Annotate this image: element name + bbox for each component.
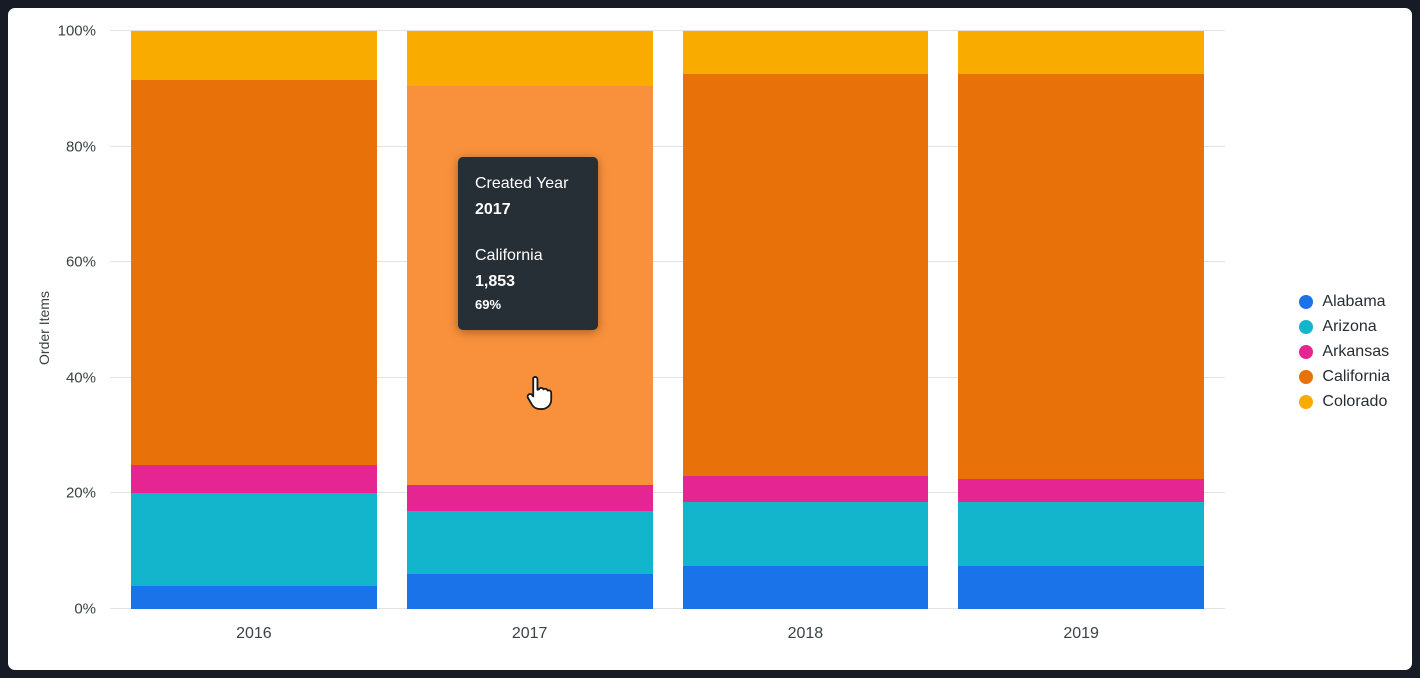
- legend-swatch-alabama: [1299, 295, 1314, 309]
- stacked-bar-2019: [958, 31, 1204, 609]
- legend-swatch-california: [1299, 370, 1314, 384]
- bar-segment-arizona-2018[interactable]: [682, 502, 929, 566]
- plot-area: 2016 2017 2018 2019 Created Year 2017 Calif…: [58, 23, 1225, 642]
- bars-row: 2016 2017 2018 2019: [110, 31, 1225, 642]
- legend-label: Alabama: [1322, 293, 1386, 310]
- legend-swatch-arizona: [1299, 320, 1314, 334]
- legend-swatch-colorado: [1299, 395, 1314, 409]
- stacked-bar-2018: [682, 31, 929, 609]
- gridline: [110, 30, 1225, 31]
- y-axis-tick-label: 40%: [65, 369, 96, 387]
- tooltip-value: 1,853: [475, 273, 516, 290]
- stacked-bar-2016: [131, 31, 377, 609]
- bar-segment-arkansas-2017[interactable]: [406, 484, 653, 511]
- cursor-icon: [523, 375, 555, 416]
- gridline: [110, 376, 1225, 378]
- gridline: [110, 492, 1225, 494]
- x-axis-label-2017: 2017: [511, 625, 548, 642]
- bar-segment-arkansas-2016[interactable]: [131, 464, 377, 494]
- gridline: [110, 145, 1225, 147]
- bar-segment-arkansas-2019[interactable]: [958, 478, 1204, 503]
- x-axis-label-2019: 2019: [1063, 625, 1099, 642]
- x-axis-label-2016: 2016: [236, 625, 272, 642]
- bar-segment-california-2016[interactable]: [131, 80, 377, 465]
- bar-segment-california-2019[interactable]: [958, 74, 1204, 479]
- legend-item-arkansas[interactable]: Arkansas: [1299, 343, 1390, 361]
- legend-label: Arizona: [1322, 318, 1377, 335]
- y-axis-tick-label: 60%: [65, 253, 96, 271]
- tooltip-percent: 69%: [475, 297, 502, 312]
- legend-item-arizona[interactable]: Arizona: [1299, 318, 1390, 336]
- y-axis-tick-label: 0%: [74, 600, 96, 618]
- y-axis-title: Order Items: [36, 291, 52, 365]
- bar-column-2019: 2019: [958, 31, 1204, 642]
- legend: Alabama Arizona Arkansas California Colorado: [1299, 293, 1390, 411]
- y-axis-tick-label: 100%: [57, 22, 96, 40]
- bar-segment-colorado-2019[interactable]: [958, 31, 1204, 75]
- y-axis-tick-label: 80%: [65, 138, 96, 156]
- x-axis-label-2018: 2018: [787, 625, 824, 642]
- tooltip-series-label: California: [475, 247, 543, 264]
- bar-segment-arkansas-2018[interactable]: [682, 476, 929, 503]
- legend-item-california[interactable]: California: [1299, 368, 1390, 386]
- bar-segment-california-2018[interactable]: [682, 74, 929, 477]
- bar-segment-arizona-2019[interactable]: [958, 502, 1204, 566]
- bar-segment-arizona-2017[interactable]: [406, 510, 653, 575]
- tooltip-spacer: [475, 219, 581, 247]
- legend-label: Arkansas: [1322, 343, 1390, 360]
- tooltip-dimension-label: Created Year: [475, 175, 569, 192]
- y-axis-tick-label: 20%: [65, 484, 96, 502]
- bar-segment-alabama-2019[interactable]: [958, 565, 1204, 609]
- bar-segment-arizona-2016[interactable]: [131, 493, 377, 586]
- bar-segment-alabama-2018[interactable]: [682, 565, 929, 609]
- chart-panel: Order Items 2016 2017 2018 2019 Created Yea…: [8, 8, 1412, 670]
- gridline: [110, 608, 1225, 609]
- bar-segment-alabama-2017[interactable]: [406, 574, 653, 609]
- tooltip-dimension-value: 2017: [475, 201, 511, 218]
- bar-segment-colorado-2016[interactable]: [131, 31, 377, 81]
- legend-item-colorado[interactable]: Colorado: [1299, 393, 1390, 411]
- legend-swatch-arkansas: [1299, 345, 1314, 359]
- legend-label: California: [1322, 368, 1390, 385]
- bar-column-2016: 2016: [131, 31, 377, 642]
- bar-segment-colorado-2017[interactable]: [406, 31, 653, 86]
- legend-label: Colorado: [1322, 393, 1388, 410]
- legend-item-alabama[interactable]: Alabama: [1299, 293, 1390, 311]
- bar-segment-alabama-2016[interactable]: [131, 585, 377, 609]
- bar-column-2018: 2018: [682, 31, 929, 642]
- bar-segment-colorado-2018[interactable]: [682, 31, 929, 75]
- gridline: [110, 261, 1225, 263]
- tooltip: Created Year 2017 California 1,853 69%: [458, 157, 598, 330]
